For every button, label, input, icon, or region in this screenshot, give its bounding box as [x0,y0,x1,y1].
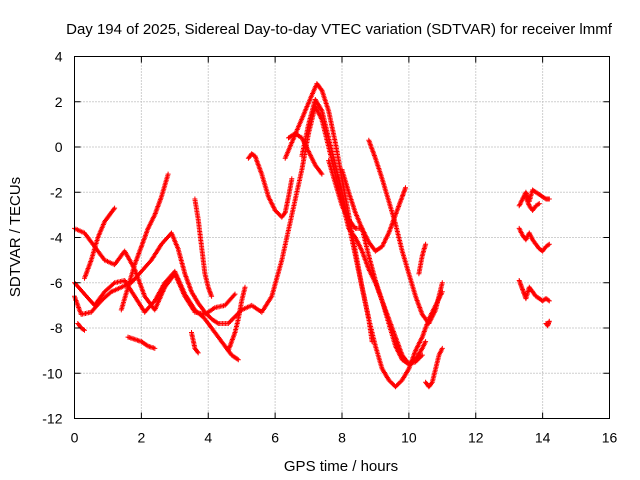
x-tick-label: 12 [468,430,484,446]
data-points [72,81,552,390]
series-track-v [516,225,552,254]
y-tick-label: -12 [42,411,62,427]
marker-trail [299,97,375,345]
marker-trail [125,334,158,351]
y-tick-label: 4 [55,49,63,65]
x-tick-label: 14 [535,430,551,446]
marker-trail [286,130,325,177]
y-tick-label: -4 [50,230,63,246]
y-tick-label: -6 [50,275,63,291]
series-track-r [416,241,429,277]
series-track-x [543,318,552,329]
marker-trail [523,194,542,213]
x-tick-label: 2 [137,430,145,446]
series-track-f [125,334,158,351]
series-track-k [245,151,295,220]
marker-trail [416,241,429,277]
series-track-h [192,196,215,299]
marker-trail [118,171,171,313]
series-track-d [82,205,118,281]
x-tick-label: 8 [338,430,346,446]
marker-trail [423,345,445,390]
chart-title: Day 194 of 2025, Sidereal Day-to-day VTE… [66,21,613,38]
x-tick-label: 6 [271,430,279,446]
series-track-g [75,321,87,333]
series-track-p [339,167,429,367]
x-tick-label: 10 [401,430,417,446]
series-track-s [423,345,445,390]
marker-trail [82,205,118,281]
marker-trail [516,187,552,209]
marker-trail [543,318,552,329]
axis-ticks: 0 2 4 6 8 10 12 14 16 -12 -10 -8 -6 -4 -2 0 2 4 [42,49,617,446]
marker-trail [516,278,552,304]
x-axis-label: GPS time / hours [284,458,398,475]
y-tick-label: 0 [55,139,63,155]
marker-trail [245,151,295,220]
x-tick-label: 4 [204,430,212,446]
marker-trail [516,225,552,254]
marker-trail [75,321,87,333]
marker-trail [339,167,429,367]
series-track-q [366,137,445,326]
marker-trail [366,137,445,326]
series-track-e [118,171,171,313]
series-track-u [523,194,542,213]
x-tick-label: 16 [602,430,618,446]
y-tick-label: 2 [55,94,63,110]
marker-trail [192,196,215,299]
series-track-i [189,330,201,356]
series-track-t [516,187,552,209]
series-track-j [225,284,248,354]
y-tick-label: -2 [50,184,63,200]
y-tick-label: -10 [42,365,62,381]
x-tick-label: 0 [71,430,79,446]
series-track-m [299,97,375,345]
y-axis-label: SDTVAR / TECUs [7,177,24,297]
marker-trail [225,284,248,354]
y-tick-label: -8 [50,320,63,336]
series-track-n [286,130,325,177]
marker-trail [189,330,201,356]
series-track-w [516,278,552,304]
